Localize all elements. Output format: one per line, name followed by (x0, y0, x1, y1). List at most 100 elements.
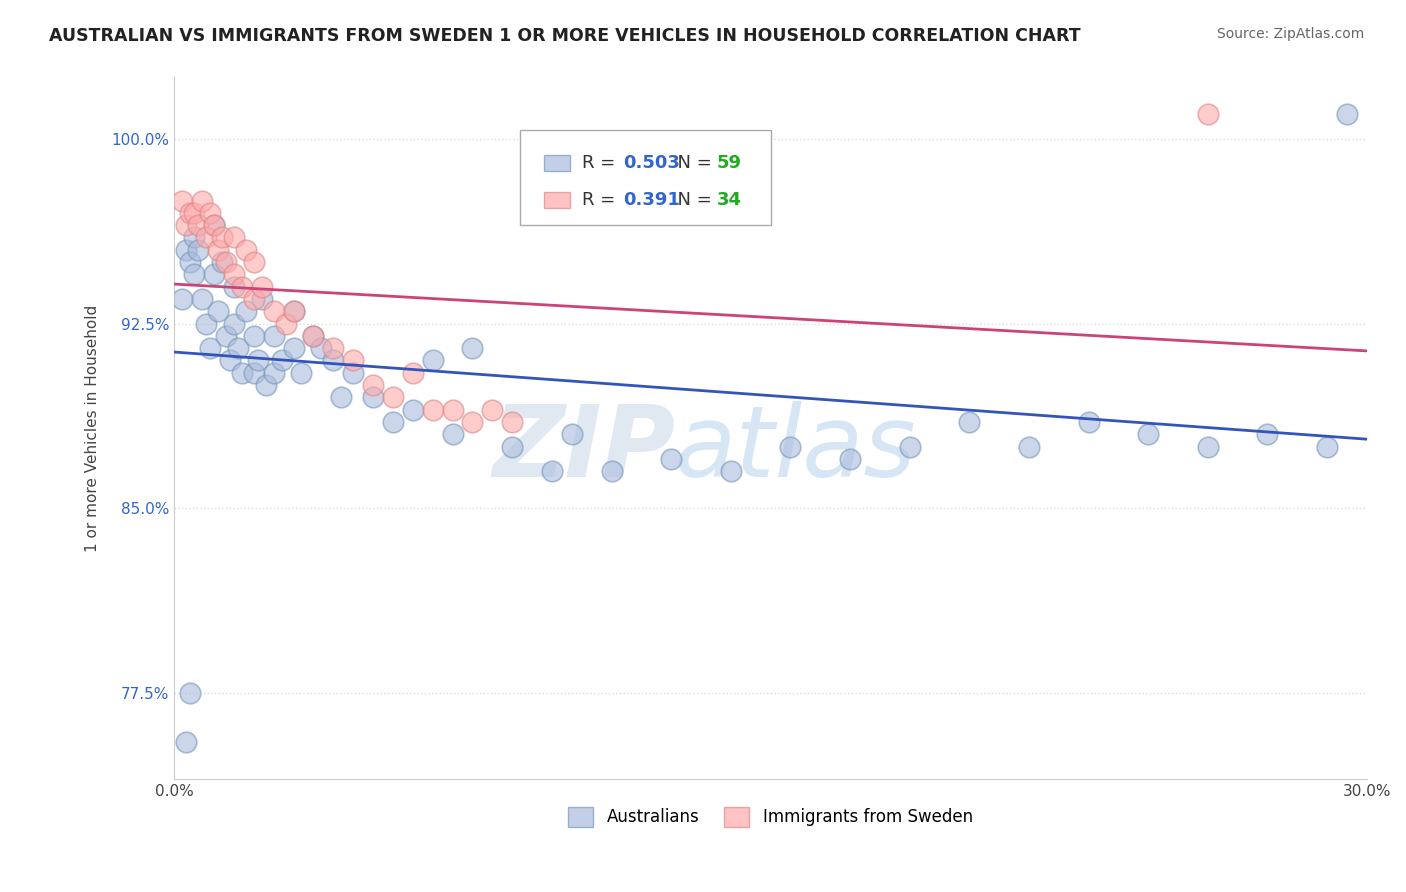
Point (242, 255, 264, 269)
Point (174, 735, 197, 749)
Point (501, 415, 523, 429)
Legend: Australians, Immigrants from Sweden: Australians, Immigrants from Sweden (561, 800, 980, 834)
Point (1197, 440, 1219, 454)
Point (461, 415, 484, 429)
Point (342, 366, 364, 380)
Point (501, 440, 523, 454)
Point (211, 230, 233, 244)
Point (263, 366, 285, 380)
Point (198, 341, 221, 355)
Point (250, 279, 273, 293)
Point (195, 230, 218, 244)
Point (342, 353, 364, 368)
Point (263, 304, 285, 318)
Point (226, 341, 249, 355)
Point (195, 317, 218, 331)
Point (183, 206, 205, 220)
Point (250, 292, 273, 306)
Point (222, 317, 245, 331)
Point (242, 329, 264, 343)
Text: R =: R = (582, 191, 621, 209)
Point (270, 353, 292, 368)
Point (898, 440, 921, 454)
Point (290, 366, 312, 380)
Text: N =: N = (665, 191, 717, 209)
Point (179, 255, 201, 269)
Bar (544, 155, 571, 170)
Text: AUSTRALIAN VS IMMIGRANTS FROM SWEDEN 1 OR MORE VEHICLES IN HOUSEHOLD CORRELATION: AUSTRALIAN VS IMMIGRANTS FROM SWEDEN 1 O… (49, 27, 1081, 45)
Point (381, 415, 404, 429)
Point (402, 366, 425, 380)
Point (1077, 415, 1099, 429)
Point (422, 353, 444, 368)
Point (381, 391, 404, 405)
Point (202, 218, 225, 232)
Point (330, 391, 353, 405)
Point (235, 304, 257, 318)
Point (311, 341, 333, 355)
Text: Source: ZipAtlas.com: Source: ZipAtlas.com (1216, 27, 1364, 41)
Point (402, 402, 425, 417)
Point (720, 464, 742, 478)
Point (561, 427, 583, 442)
Point (235, 243, 257, 257)
Point (302, 329, 325, 343)
Point (1018, 440, 1040, 454)
Point (222, 268, 245, 282)
FancyBboxPatch shape (520, 130, 770, 225)
Point (231, 366, 253, 380)
Text: ZIP: ZIP (492, 401, 675, 498)
Point (1256, 427, 1278, 442)
Text: atlas: atlas (675, 401, 917, 498)
Point (183, 268, 205, 282)
Point (274, 317, 297, 331)
Point (1316, 440, 1339, 454)
Point (1197, 107, 1219, 121)
Point (231, 279, 253, 293)
Point (207, 243, 229, 257)
Point (222, 279, 245, 293)
Point (361, 378, 384, 392)
Text: 59: 59 (717, 154, 742, 172)
Point (839, 452, 862, 467)
Point (242, 292, 264, 306)
Point (172, 194, 194, 208)
Point (191, 292, 214, 306)
Point (179, 686, 201, 700)
Point (191, 194, 214, 208)
Text: 34: 34 (717, 191, 742, 209)
Point (215, 255, 238, 269)
Point (174, 243, 197, 257)
Point (174, 218, 197, 232)
Point (659, 452, 682, 467)
Point (172, 292, 194, 306)
Point (779, 440, 801, 454)
Point (207, 304, 229, 318)
Point (263, 329, 285, 343)
Point (481, 402, 503, 417)
Point (322, 353, 344, 368)
Point (183, 230, 205, 244)
Point (361, 391, 384, 405)
Point (187, 218, 209, 232)
Bar (544, 193, 571, 208)
Point (461, 341, 484, 355)
Point (211, 255, 233, 269)
Point (187, 243, 209, 257)
Point (202, 218, 225, 232)
Y-axis label: 1 or more Vehicles in Household: 1 or more Vehicles in Household (86, 304, 100, 552)
Point (422, 402, 444, 417)
Point (322, 341, 344, 355)
Point (600, 464, 623, 478)
Point (302, 329, 325, 343)
Point (219, 353, 242, 368)
Point (198, 206, 221, 220)
Point (222, 230, 245, 244)
Point (1336, 107, 1358, 121)
Point (283, 304, 305, 318)
Point (283, 304, 305, 318)
Point (179, 206, 201, 220)
Text: R =: R = (582, 154, 621, 172)
Point (441, 402, 464, 417)
Point (215, 329, 238, 343)
